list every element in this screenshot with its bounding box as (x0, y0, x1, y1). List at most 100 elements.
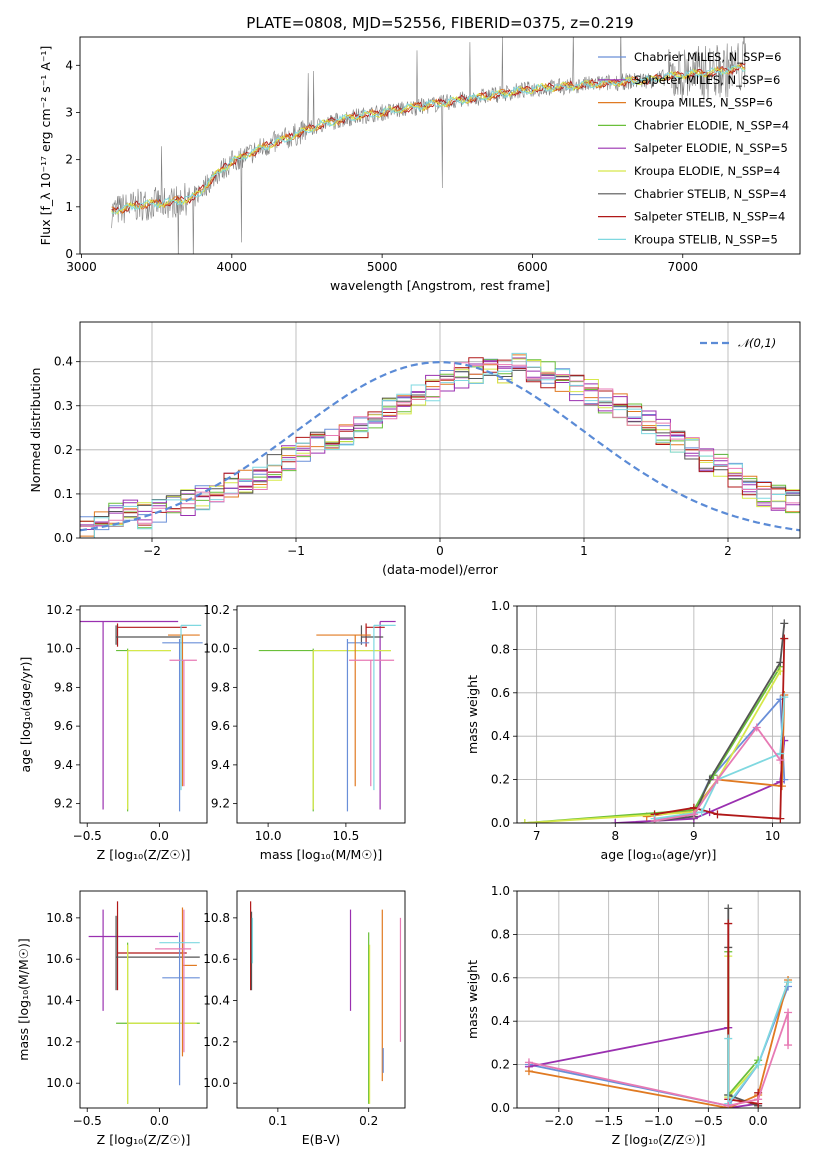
x-tick-label: 10.0 (255, 829, 282, 843)
y-tick-label: 0.8 (491, 642, 510, 656)
weight-point-marker (524, 1058, 533, 1067)
weight-point-marker (524, 1067, 533, 1076)
weight-point-marker (713, 810, 722, 819)
y-tick-label: 4 (65, 58, 73, 72)
gaussian-curve (80, 360, 800, 532)
axes-frame (236, 890, 406, 1109)
y-tick-label: 10.0 (46, 1076, 73, 1090)
legend-entry: 𝒩(0,1) (738, 336, 776, 350)
axes-frame (79, 605, 208, 824)
x-tick-label: −2.0 (544, 1114, 573, 1128)
x-tick-label: 0.0 (150, 1114, 169, 1128)
y-tick-label: 10.6 (46, 952, 73, 966)
y-tick-label: 1.0 (491, 599, 510, 613)
legend-entry: Salpeter STELIB, N_SSP=4 (634, 210, 785, 224)
legend-entry: Salpeter ELODIE, N_SSP=5 (634, 141, 788, 155)
weight-vs-age-panel: 7 8 9 10 0.0 0.2 0.4 0.6 0.8 1.0 age [log₁₀(age/yr… (465, 599, 801, 862)
y-tick-label: 0.3 (54, 399, 73, 413)
weight-point-marker (784, 978, 793, 987)
age-vs-mass-panel: 10.0 10.5 9.2 9.4 9.6 9.8 10.0 10.2 mass [log₁₀(… (203, 603, 406, 862)
legend-entry: Chabrier STELIB, N_SSP=4 (634, 187, 786, 201)
histogram-step (80, 362, 800, 527)
y-tick-label: 0.2 (54, 443, 73, 457)
weight-point-marker (689, 810, 698, 819)
y-tick-label: 10.0 (203, 1076, 230, 1090)
x-tick-label: 6000 (517, 260, 548, 274)
axes-frame (236, 605, 406, 824)
axes-frame (516, 890, 801, 1109)
legend-entry: Kroupa MILES, N_SSP=6 (634, 96, 773, 110)
x-tick-label: 8 (611, 829, 619, 843)
y-tick-label: 9.8 (54, 680, 73, 694)
weight-point-marker (724, 904, 733, 913)
x-tick-label: 7000 (667, 260, 698, 274)
x-tick-label: 3000 (66, 260, 97, 274)
weight-point-marker (713, 775, 722, 784)
plot-area (88, 901, 200, 1104)
y-tick-label: 3 (65, 105, 73, 119)
y-tick-label: 9.6 (211, 719, 230, 733)
legend-entry: Chabrier ELODIE, N_SSP=4 (634, 118, 789, 132)
y-tick-label: 0.4 (491, 1014, 510, 1028)
x-tick-label: 10 (765, 829, 780, 843)
x-tick-label: 0.0 (749, 1114, 768, 1128)
y-tick-label: 10.4 (203, 994, 230, 1008)
y-tick-label: 0.6 (491, 686, 510, 700)
plot-area (80, 620, 203, 812)
y-tick-label: 0.0 (491, 816, 510, 830)
x-tick-label: −1.0 (644, 1114, 673, 1128)
legend-entry: Salpeter MILES, N_SSP=6 (634, 73, 780, 87)
weight-point-marker (754, 1060, 763, 1069)
axes-frame (516, 605, 801, 824)
weight-point-marker (780, 619, 789, 628)
x-tick-label: 0.1 (268, 1114, 287, 1128)
y-tick-label: 10.0 (203, 642, 230, 656)
weight-point-marker (776, 756, 785, 765)
y-tick-label: 10.2 (46, 603, 73, 617)
y-axis-label: mass weight (465, 960, 480, 1039)
weight-point-marker (697, 808, 706, 817)
weight-vs-metallicity-panel: −2.0 −1.5 −1.0 −0.5 0.0 0.0 0.2 0.4 0.6 0.8 1.0 Z [… (465, 884, 801, 1147)
weight-series-line (727, 981, 789, 1107)
axes-frame (79, 321, 801, 539)
model-spectrum (111, 64, 746, 214)
weight-point-marker (724, 1101, 733, 1108)
y-tick-label: 1.0 (491, 884, 510, 898)
y-tick-label: 0.8 (491, 927, 510, 941)
y-tick-label: 10.0 (46, 642, 73, 656)
weight-point-marker (520, 819, 529, 823)
x-tick-label: 0.0 (150, 829, 169, 843)
y-tick-label: 0.6 (491, 971, 510, 985)
x-axis-label: age [log₁₀(age/yr)] (601, 847, 717, 862)
x-tick-label: −0.5 (73, 1114, 102, 1128)
residual-histogram-panel: −2 −1 0 1 2 0.0 0.1 0.2 0.3 0.4 (data-model)/error… (28, 321, 801, 577)
x-tick-label: 7 (533, 829, 541, 843)
y-tick-label: 10.6 (203, 952, 230, 966)
axes-frame (79, 890, 208, 1109)
weight-point-marker (784, 1008, 793, 1017)
legend-entry: Chabrier MILES, N_SSP=6 (634, 50, 781, 64)
plot-area (80, 322, 800, 538)
y-tick-label: 10.2 (46, 1035, 73, 1049)
weight-point-marker (752, 723, 761, 732)
plot-area (111, 37, 747, 254)
y-tick-label: 0.4 (54, 355, 73, 369)
weight-point-marker (754, 1095, 763, 1104)
legend-entry: Kroupa STELIB, N_SSP=5 (634, 232, 778, 246)
x-axis-label: Z [log₁₀(Z/Z☉)] (97, 1132, 191, 1147)
x-tick-label: 4000 (217, 260, 248, 274)
y-axis-label: Flux [f_λ 10⁻¹⁷ erg cm⁻² s⁻¹ A⁻¹] (38, 46, 53, 246)
weight-point-marker (611, 819, 620, 823)
weight-point-marker (724, 919, 733, 928)
y-tick-label: 0.2 (491, 1058, 510, 1072)
weight-point-marker (776, 814, 785, 823)
y-tick-label: 0.1 (54, 487, 73, 501)
y-axis-label: mass weight (465, 675, 480, 754)
plot-area (517, 606, 800, 823)
y-tick-label: 10.8 (203, 911, 230, 925)
x-axis-label: E(B-V) (302, 1132, 341, 1147)
age-vs-metallicity-panel: −0.5 0.0 9.2 9.4 9.6 9.8 10.0 10.2 Z [log₁₀(Z/Z☉… (18, 603, 208, 862)
weight-point-marker (705, 775, 714, 784)
y-tick-label: 0.0 (54, 531, 73, 545)
y-tick-label: 2 (65, 153, 73, 167)
